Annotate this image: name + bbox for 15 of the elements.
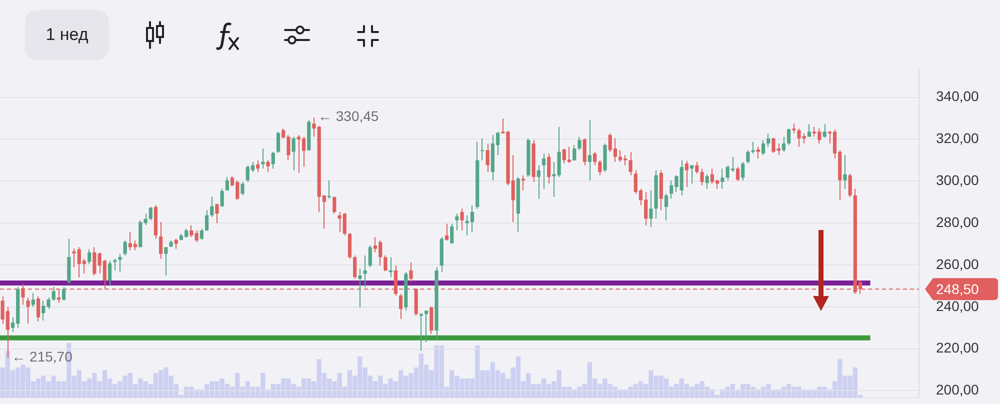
- candlestick: [328, 180, 332, 199]
- y-tick-label: 280,00: [936, 214, 980, 230]
- candlestick: [424, 310, 428, 342]
- ref-line-label: 248,50: [936, 280, 980, 297]
- y-tick-label: 300,00: [936, 172, 980, 188]
- y-tick-label: 200,00: [936, 382, 980, 398]
- y-tick-label: 340,00: [936, 88, 980, 104]
- candlestick: [480, 138, 484, 160]
- y-tick-label: 240,00: [936, 298, 980, 314]
- candlestick: [358, 268, 362, 308]
- annotation: ← 330,45: [318, 108, 379, 124]
- y-tick-label: 320,00: [936, 130, 980, 146]
- annotation: ← 215,70: [12, 348, 73, 365]
- y-tick-label: 220,00: [936, 340, 980, 356]
- y-tick-label: 260,00: [936, 256, 980, 272]
